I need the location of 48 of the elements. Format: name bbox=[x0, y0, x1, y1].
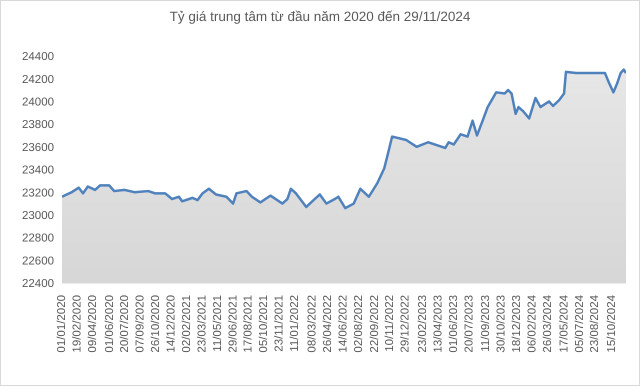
chart-title: Tỷ giá trung tâm từ đầu năm 2020 đến 29/11/2024 bbox=[168, 9, 472, 24]
x-tick-label: 01/06/2020 bbox=[104, 295, 116, 353]
y-tick-label: 23600 bbox=[22, 142, 54, 154]
x-tick-label: 06/02/2024 bbox=[526, 294, 539, 353]
x-tick-label: 26/10/2020 bbox=[150, 295, 162, 353]
x-tick-label: 11/09/2023 bbox=[480, 295, 492, 352]
x-tick-label: 15/10/2024 bbox=[606, 294, 618, 353]
x-tick-label: 14/06/2022 bbox=[337, 295, 350, 353]
x-tick-label: 11/01/2022 bbox=[288, 295, 301, 352]
y-tick-label: 22800 bbox=[22, 232, 54, 245]
x-tick-label: 08/03/2022 bbox=[306, 295, 319, 353]
y-tick-label: 23200 bbox=[22, 187, 54, 200]
x-tick-label: 20/07/2020 bbox=[119, 295, 132, 353]
y-tick-label: 23000 bbox=[22, 210, 54, 222]
x-tick-label: 05/10/2021 bbox=[258, 295, 270, 353]
x-tick-label: 18/12/2023 bbox=[510, 295, 523, 353]
x-tick-label: 10/11/2022 bbox=[384, 295, 396, 352]
x-tick-label: 17/05/2024 bbox=[558, 294, 570, 353]
x-tick-label: 02/08/2022 bbox=[352, 295, 365, 353]
x-tick-label: 13/04/2023 bbox=[432, 295, 445, 353]
x-tick-label: 05/07/2024 bbox=[574, 294, 586, 353]
x-tick-label: 23/02/2023 bbox=[417, 295, 430, 353]
x-tick-label: 26/03/2024 bbox=[542, 294, 554, 353]
x-tick-label: 01/01/2020 bbox=[56, 295, 68, 353]
x-tick-label: 29/12/2022 bbox=[400, 295, 412, 353]
x-tick-label: 02/02/2021 bbox=[181, 295, 194, 353]
y-tick-label: 24400 bbox=[22, 51, 54, 64]
x-tick-label: 30/10/2023 bbox=[496, 295, 508, 353]
x-tick-label: 09/04/2020 bbox=[87, 295, 100, 353]
y-tick-label: 22400 bbox=[22, 278, 54, 290]
x-tick-label: 17/08/2021 bbox=[242, 295, 255, 353]
x-tick-label: 29/06/2021 bbox=[227, 295, 240, 353]
x-tick-label: 23/11/2021 bbox=[274, 295, 286, 352]
y-tick-label: 23400 bbox=[22, 164, 54, 177]
x-tick-label: 26/04/2022 bbox=[322, 295, 334, 353]
y-tick-label: 22600 bbox=[22, 255, 54, 268]
x-tick-label: 19/02/2020 bbox=[71, 295, 84, 353]
x-tick-label: 23/08/2024 bbox=[589, 294, 602, 353]
y-tick-label: 23800 bbox=[22, 119, 54, 132]
x-tick-label: 07/09/2020 bbox=[134, 295, 147, 353]
x-tick-label: 23/03/2021 bbox=[196, 295, 209, 353]
x-tick-label: 14/12/2020 bbox=[165, 295, 178, 353]
x-tick-label: 22/09/2022 bbox=[368, 295, 381, 353]
x-tick-label: 01/06/2023 bbox=[448, 295, 460, 353]
y-tick-label: 24000 bbox=[22, 96, 54, 108]
y-tick-label: 24200 bbox=[22, 74, 54, 86]
x-tick-label: 11/05/2021 bbox=[212, 295, 224, 352]
x-tick-label: 20/07/2023 bbox=[463, 295, 476, 353]
